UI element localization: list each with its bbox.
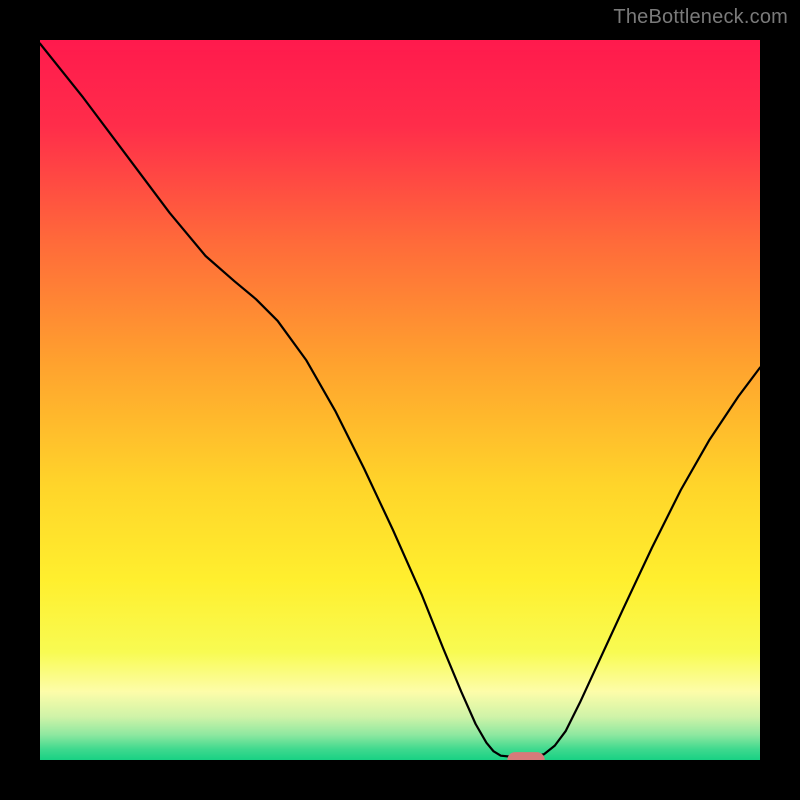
plot-area [40,40,760,760]
chart-container: TheBottleneck.com [0,0,800,800]
optimal-marker [507,752,544,760]
gradient-background [40,40,760,760]
plot-svg [40,40,760,760]
watermark-text: TheBottleneck.com [613,6,788,29]
